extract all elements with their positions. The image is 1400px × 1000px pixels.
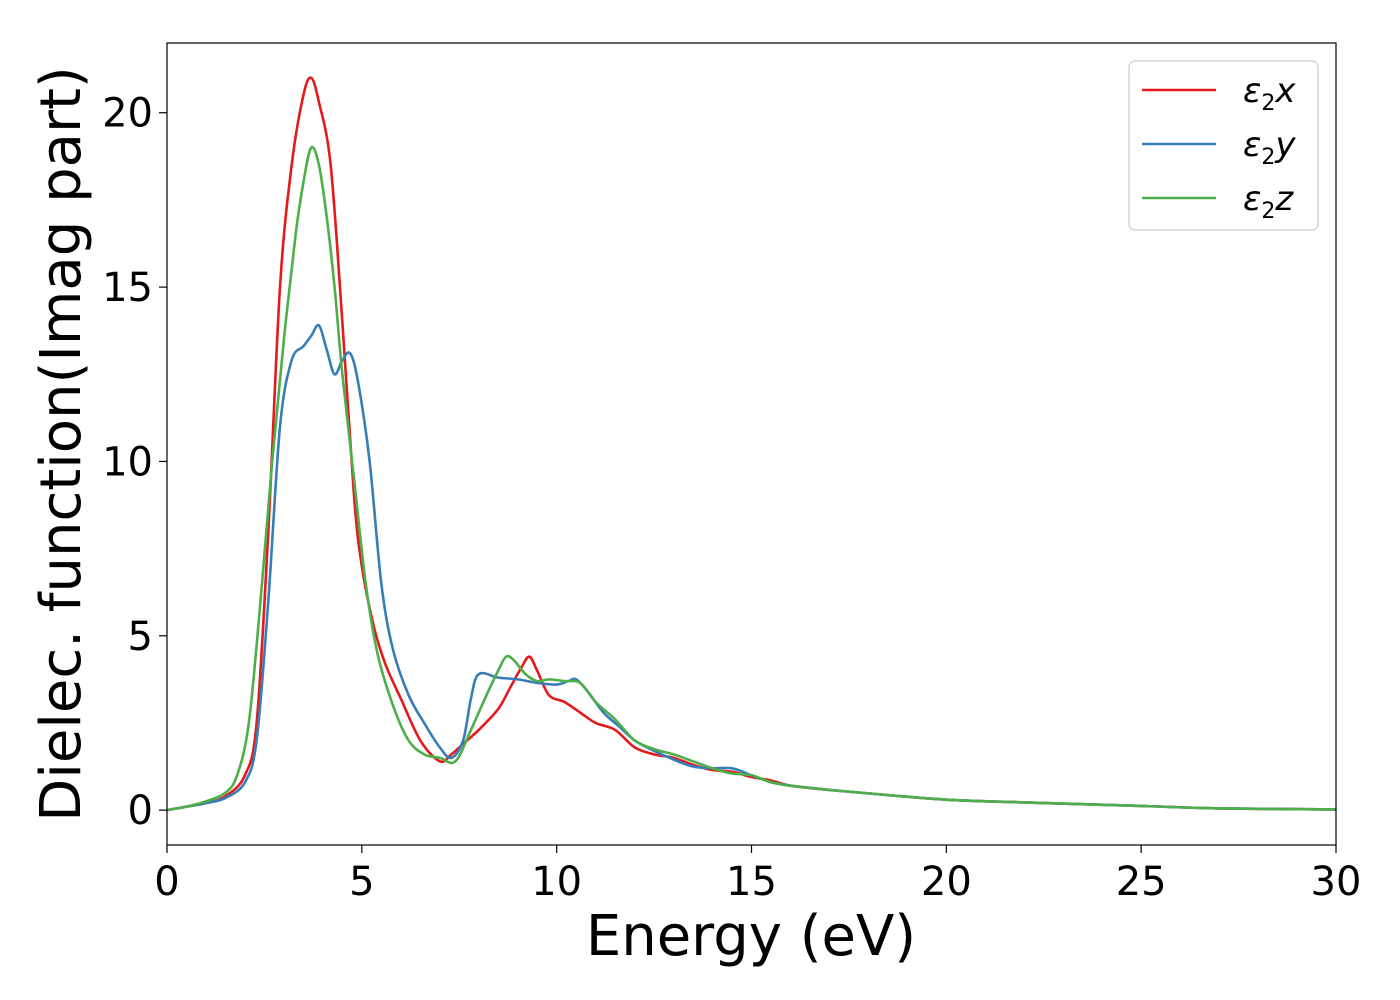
- legend-label-x: ε2x: [1243, 71, 1296, 116]
- y-axis-label: Dielec. function(Imag part): [29, 66, 94, 822]
- plot-lines: [166, 76, 1337, 812]
- x-tick-label: 30: [1311, 859, 1362, 905]
- legend-box: [1128, 60, 1319, 231]
- x-tick-label: 10: [531, 859, 582, 905]
- y-axis-ticks: 0 5 10 15 20: [102, 91, 167, 834]
- x-tick-label: 0: [154, 859, 179, 905]
- x-tick-label: 20: [921, 859, 972, 905]
- legend: ε2x ε2y ε2z: [1128, 60, 1319, 231]
- y-tick-label: 5: [128, 614, 153, 660]
- legend-label-z: ε2z: [1243, 179, 1294, 224]
- series-line-x: [166, 76, 1337, 812]
- x-axis-label: Energy (eV): [586, 904, 916, 969]
- y-tick-label: 10: [102, 439, 153, 485]
- series-line-y: [166, 323, 1337, 812]
- series-line-z: [166, 145, 1337, 812]
- x-tick-label: 25: [1116, 859, 1167, 905]
- y-tick-label: 0: [128, 788, 153, 834]
- x-tick-label: 5: [349, 859, 374, 905]
- x-tick-label: 15: [726, 859, 777, 905]
- x-axis-ticks: 0 5 10 15 20 25 30: [154, 845, 1361, 905]
- y-tick-label: 15: [102, 265, 153, 311]
- y-tick-label: 20: [102, 91, 153, 137]
- legend-label-y: ε2y: [1243, 125, 1296, 170]
